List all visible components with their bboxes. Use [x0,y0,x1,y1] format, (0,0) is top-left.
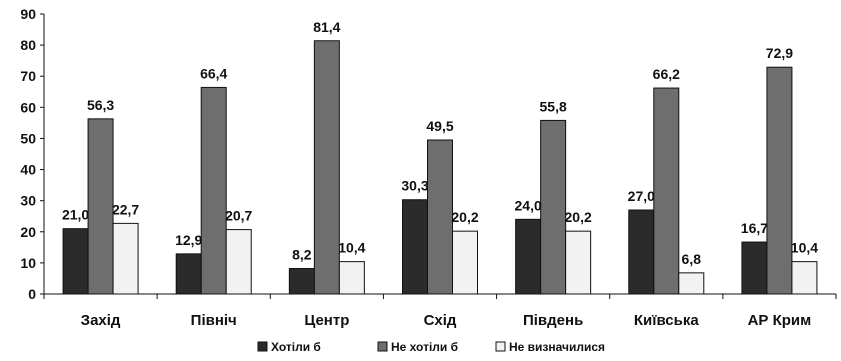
data-label: 49,5 [426,118,453,134]
legend-label: Не хотіли б [391,340,458,354]
y-tick-label: 80 [20,37,36,53]
bar-3[interactable] [112,222,139,295]
data-label: 16,7 [741,220,768,236]
data-label: 10,4 [791,240,818,256]
bar-2[interactable] [427,139,453,295]
data-label: 20,2 [451,209,478,225]
data-label: 20,2 [565,209,592,225]
category-label: Схід [424,312,457,329]
category-label: Центр [304,312,349,329]
data-label: 72,9 [766,45,793,61]
y-tick-label: 20 [20,224,36,240]
data-label: 12,9 [175,232,202,248]
bar-1[interactable] [741,241,768,295]
y-tick-label: 10 [20,255,36,271]
data-label: 20,7 [225,208,252,224]
y-tick-label: 60 [20,99,36,115]
data-label: 10,4 [338,240,365,256]
bar-1[interactable] [515,218,542,295]
category-label: Захід [81,312,121,329]
data-label: 56,3 [87,97,114,113]
bar-2[interactable] [87,118,114,295]
y-tick-label: 90 [20,6,36,22]
bar-1[interactable] [402,199,428,295]
data-label: 27,0 [628,188,655,204]
data-label: 22,7 [112,201,139,217]
bar-3[interactable] [678,272,705,295]
bar-2[interactable] [313,40,340,295]
bar-2[interactable] [653,87,680,295]
bar-3[interactable] [791,261,818,295]
bar-3[interactable] [452,230,478,295]
legend-swatch [257,341,268,352]
bar-3[interactable] [225,229,252,295]
bar-2[interactable] [766,66,793,295]
data-label: 21,0 [62,207,89,223]
legend-label: Не визначилися [509,340,605,354]
data-label: 24,0 [515,197,542,213]
y-tick-label: 70 [20,68,36,84]
data-label: 55,8 [540,98,567,114]
category-label: Південь [523,312,583,329]
data-label: 8,2 [292,246,312,262]
bar-1[interactable] [175,253,202,295]
bar-1[interactable] [628,209,655,295]
bar-1[interactable] [62,228,89,295]
y-tick-label: 50 [20,130,36,146]
data-label: 81,4 [313,19,340,35]
bar-3[interactable] [565,230,592,295]
category-label: АР Крим [748,312,812,329]
data-label: 30,3 [401,178,428,194]
category-label: Північ [191,312,237,329]
data-label: 6,8 [682,251,702,267]
y-tick-label: 40 [20,162,36,178]
y-tick-label: 0 [28,286,36,302]
data-label: 66,2 [653,66,680,82]
bar-1[interactable] [288,267,315,295]
bar-2[interactable] [200,86,227,295]
y-tick-label: 30 [20,193,36,209]
legend-swatch [377,341,388,352]
bar-3[interactable] [338,261,365,295]
legend-label: Хотіли б [271,340,321,354]
legend-swatch [495,341,506,352]
bar-2[interactable] [540,119,567,295]
data-label: 66,4 [200,65,227,81]
category-label: Київська [634,312,700,329]
